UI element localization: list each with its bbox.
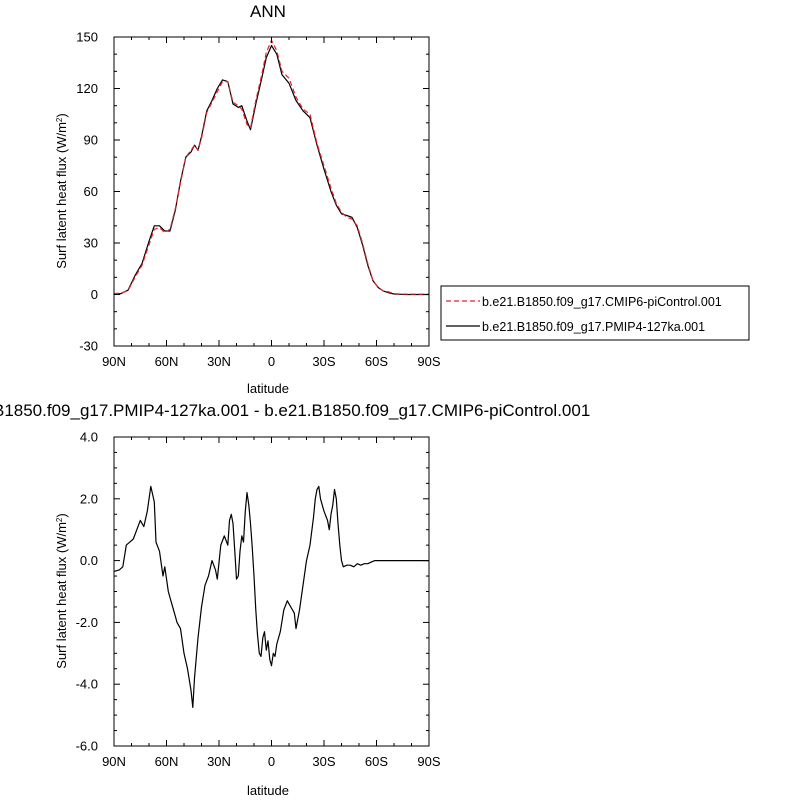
y-tick-label: 120 xyxy=(76,81,98,96)
chart-title: b.e21.B1850.f09_g17.PMIP4-127ka.001 - b.… xyxy=(0,401,590,420)
x-tick-label: 30N xyxy=(207,754,231,769)
y-tick-label: -4.0 xyxy=(76,677,98,692)
x-tick-label: 90N xyxy=(102,354,126,369)
y-axis-label: Surf latent heat flux (W/m2) xyxy=(54,113,69,268)
y-tick-label: 150 xyxy=(76,30,98,45)
legend-entry-control: b.e21.B1850.f09_g17.CMIP6-piControl.001 xyxy=(482,295,722,309)
y-tick-label: 0 xyxy=(91,287,98,302)
chart-annual-mean-panel: ANN 90N 60N 30N 0 30S 60S 90S-300306090120150 … xyxy=(54,2,750,396)
x-tick-label: 0 xyxy=(268,354,275,369)
series-line-difference xyxy=(113,485,429,708)
x-tick-label: 90S xyxy=(417,754,440,769)
y-tick-label: 90 xyxy=(84,133,98,148)
x-tick-label: 60N xyxy=(155,754,179,769)
chart-title: ANN xyxy=(250,2,286,21)
x-tick-label: 30S xyxy=(312,354,335,369)
series-line-127ka xyxy=(113,45,429,296)
plot-frame xyxy=(113,436,430,747)
y-tick-label: -2.0 xyxy=(76,615,98,630)
y-tick-label: 0.0 xyxy=(80,553,98,568)
legend-entry-127ka: b.e21.B1850.f09_g17.PMIP4-127ka.001 xyxy=(482,320,705,334)
y-axis-label: Surf latent heat flux (W/m2) xyxy=(54,513,69,668)
x-tick-label: 60N xyxy=(155,354,179,369)
x-tick-label: 60S xyxy=(365,354,388,369)
x-tick-label: 0 xyxy=(268,754,275,769)
chart-difference-panel: b.e21.B1850.f09_g17.PMIP4-127ka.001 - b.… xyxy=(0,401,590,798)
y-tick-label: 30 xyxy=(84,236,98,251)
plot-frame xyxy=(113,36,430,347)
y-tick-label: -6.0 xyxy=(76,739,98,754)
x-tick-label: 60S xyxy=(365,754,388,769)
series-line-control xyxy=(113,39,429,295)
y-tick-label: -30 xyxy=(79,339,98,354)
legend: b.e21.B1850.f09_g17.CMIP6-piControl.001 … xyxy=(440,285,750,341)
x-axis-label: latitude xyxy=(247,783,289,798)
y-tick-label: 2.0 xyxy=(80,491,98,506)
x-tick-label: 30S xyxy=(312,754,335,769)
y-tick-label: 60 xyxy=(84,184,98,199)
x-tick-label: 90N xyxy=(102,754,126,769)
x-tick-label: 90S xyxy=(417,354,440,369)
x-tick-label: 30N xyxy=(207,354,231,369)
x-axis-label: latitude xyxy=(247,381,289,396)
legend-box xyxy=(440,285,750,341)
y-tick-label: 4.0 xyxy=(80,430,98,445)
